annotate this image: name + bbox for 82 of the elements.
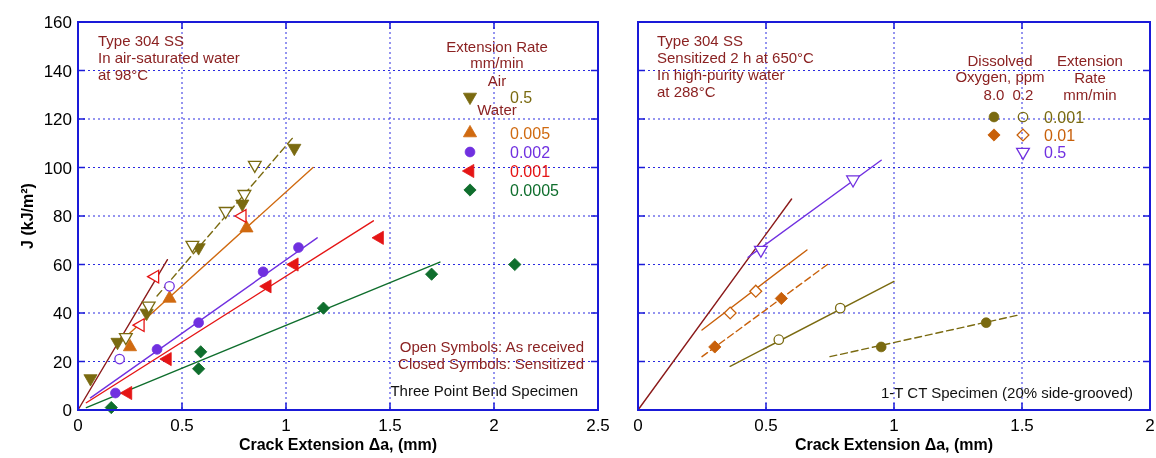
y-tick-label: 0 — [62, 401, 72, 420]
point — [753, 245, 768, 258]
point — [774, 291, 788, 305]
point — [708, 340, 722, 354]
point — [875, 341, 887, 353]
x-tick-label: 2 — [1145, 416, 1155, 435]
point — [425, 267, 439, 281]
annotation: Air — [487, 72, 507, 89]
annotation: Open Symbols: As received Closed Symbols: Sensitized — [398, 338, 584, 372]
point — [293, 242, 304, 253]
point — [192, 362, 206, 376]
legend-label: 0.001 — [1044, 109, 1085, 126]
point — [235, 199, 250, 212]
point — [164, 280, 175, 292]
point — [508, 257, 522, 272]
annotation: 0.2 — [1012, 86, 1034, 103]
annotation: Three Point Bend Specimen — [390, 382, 578, 399]
legend-label: 0.001 — [510, 163, 551, 180]
point — [218, 206, 233, 220]
y-tick-label: 60 — [53, 255, 72, 275]
y-tick-label: 140 — [43, 61, 72, 81]
point — [237, 189, 252, 203]
point — [723, 306, 737, 320]
y-tick-label: 120 — [43, 110, 72, 129]
point — [110, 387, 121, 399]
x-tick-label: 2 — [489, 416, 499, 435]
legend-label: 0.0005 — [510, 182, 560, 199]
point — [185, 240, 200, 254]
x-tick-label: 1 — [889, 416, 899, 435]
x-tick-label: 2.5 — [586, 416, 610, 435]
y-tick-label: 100 — [43, 158, 72, 178]
legend-title: Dissolved Oxygen, ppm — [955, 52, 1045, 85]
point — [118, 332, 133, 346]
x-tick-label: 0.5 — [170, 416, 194, 435]
point — [146, 269, 160, 284]
point — [286, 257, 299, 272]
legend-label: 0.002 — [510, 144, 551, 161]
point — [980, 317, 992, 328]
legend-label: 0.5 — [1044, 144, 1067, 161]
point — [259, 279, 272, 294]
y-axis-title: J (kJ/m²) — [19, 183, 36, 249]
point — [119, 386, 133, 400]
x-axis-title: Crack Extension Δa, (mm) — [794, 436, 994, 453]
x-axis-title: Crack Extension Δa, (mm) — [238, 436, 438, 453]
point — [104, 401, 118, 415]
x-tick-label: 0.5 — [754, 416, 778, 435]
point — [371, 230, 384, 245]
point — [194, 345, 208, 359]
point — [234, 208, 247, 224]
point — [257, 266, 269, 278]
point — [773, 334, 785, 346]
point — [287, 143, 302, 157]
point — [114, 353, 125, 365]
annotation: 1-T CT Specimen (20% side-grooved) — [880, 384, 1133, 401]
annotation: Type 304 SS In air-saturated water at 98°C — [98, 32, 240, 83]
y-tick-label: 160 — [43, 13, 72, 32]
legend-label: 0.005 — [510, 125, 551, 142]
annotation: Extension Rate mm/min — [1057, 52, 1123, 103]
point — [749, 284, 763, 298]
legend-title: Extension Rate mm/min — [446, 38, 548, 71]
x-tick-label: 0 — [633, 416, 643, 435]
point — [132, 318, 145, 333]
x-tick-label: 1.5 — [1010, 416, 1034, 435]
y-tick-label: 80 — [53, 207, 72, 226]
point — [247, 160, 262, 174]
point — [151, 344, 163, 355]
point — [316, 301, 330, 315]
y-tick-label: 40 — [53, 304, 72, 323]
point — [193, 317, 204, 328]
y-tick-label: 20 — [53, 352, 72, 372]
point — [141, 301, 156, 314]
point — [159, 352, 172, 367]
x-tick-label: 1.5 — [378, 416, 402, 435]
point — [846, 175, 861, 188]
point — [83, 374, 98, 387]
legend-label: 0.5 — [510, 89, 533, 106]
x-tick-label: 1 — [281, 416, 291, 435]
point — [110, 337, 125, 351]
annotation: 8.0 — [983, 86, 1005, 103]
annotation: Type 304 SS Sensitized 2 h at 650°C In high-purity water at 288°C — [657, 32, 815, 100]
point — [834, 302, 846, 314]
legend-label: 0.01 — [1044, 127, 1076, 144]
